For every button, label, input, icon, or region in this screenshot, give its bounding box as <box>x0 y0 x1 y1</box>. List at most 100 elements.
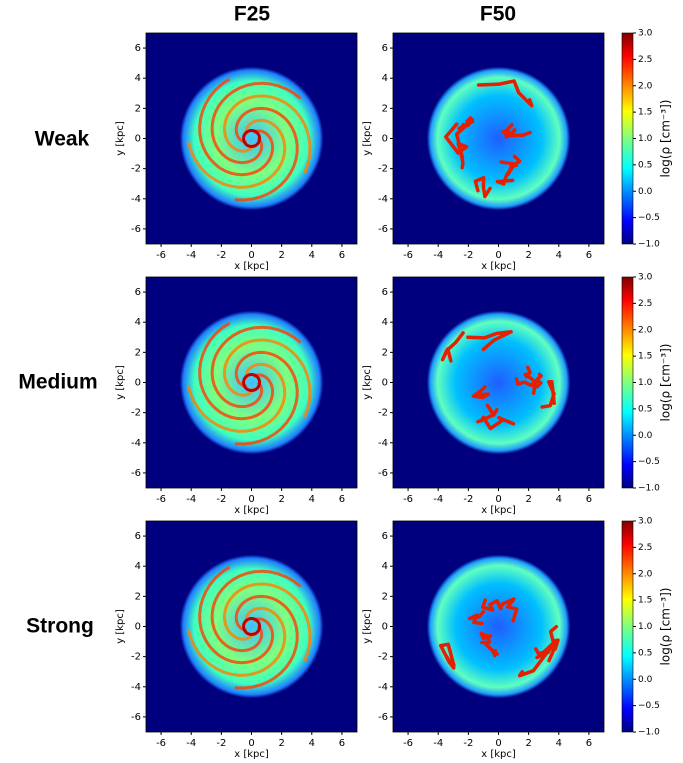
y-tick-label: 6 <box>135 43 141 54</box>
core <box>242 373 262 392</box>
colorbar-tick-label: 2.5 <box>638 299 652 309</box>
x-tick-label: -4 <box>433 250 443 261</box>
filament <box>476 403 499 424</box>
x-tick-label: -4 <box>433 494 443 505</box>
filament <box>481 598 503 612</box>
filament <box>499 154 522 177</box>
core <box>242 617 262 636</box>
y-tick-label: -6 <box>131 468 141 479</box>
filament <box>444 122 469 160</box>
y-tick-label: -2 <box>378 164 388 175</box>
y-tick-label: -2 <box>131 652 141 663</box>
filament <box>540 380 556 409</box>
x-tick-label: 2 <box>278 250 284 261</box>
x-tick-label: -6 <box>156 494 166 505</box>
x-tick-label: 6 <box>339 738 345 749</box>
column-title: F25 <box>234 3 271 26</box>
colorbar-tick-label: −0.5 <box>638 701 660 711</box>
filament <box>438 642 456 670</box>
y-tick-label: 0 <box>135 378 141 389</box>
y-tick-label: 4 <box>135 561 141 572</box>
x-tick-label: 6 <box>339 494 345 505</box>
row-label: Weak <box>35 128 90 151</box>
x-tick-label: 6 <box>586 494 592 505</box>
colorbar-tick-label: −0.5 <box>638 213 660 223</box>
x-axis-label: x [kpc] <box>234 505 269 516</box>
filament <box>467 609 486 626</box>
y-axis-label: y [kpc] <box>115 609 126 644</box>
colorbar-tick-label: 1.0 <box>638 134 653 144</box>
y-tick-label: 2 <box>135 591 141 602</box>
filament <box>466 330 513 352</box>
row-label: Strong <box>26 615 94 638</box>
x-tick-label: 0 <box>248 494 254 505</box>
filament <box>222 94 312 174</box>
y-tick-label: -6 <box>131 224 141 235</box>
x-tick-label: -6 <box>156 738 166 749</box>
colorbar-tick-label: −1.0 <box>638 728 660 738</box>
y-axis-label: y [kpc] <box>115 121 126 156</box>
y-tick-label: 6 <box>135 531 141 542</box>
y-tick-label: 4 <box>382 73 388 84</box>
y-tick-label: -4 <box>378 682 388 693</box>
x-tick-label: 6 <box>586 250 592 261</box>
x-tick-label: 0 <box>495 250 501 261</box>
x-axis-label: x [kpc] <box>481 749 516 760</box>
filament <box>222 338 312 418</box>
colorbar-tick-label: 2.5 <box>638 55 652 65</box>
y-tick-label: -4 <box>131 682 141 693</box>
filament <box>234 350 299 446</box>
colorbar-tick-label: −0.5 <box>638 457 660 467</box>
y-tick-label: 2 <box>382 591 388 602</box>
colorbar-label: log(ρ [cm⁻³]) <box>659 100 673 178</box>
y-tick-label: 0 <box>382 134 388 145</box>
y-tick-label: 4 <box>135 317 141 328</box>
y-axis-label: y [kpc] <box>115 365 126 400</box>
x-tick-label: 2 <box>278 738 284 749</box>
x-tick-label: 4 <box>556 494 562 505</box>
y-tick-label: 6 <box>382 531 388 542</box>
colorbar <box>621 276 634 489</box>
colorbar-tick-label: 1.5 <box>638 352 652 362</box>
y-tick-label: 0 <box>382 622 388 633</box>
colorbar-label: log(ρ [cm⁻³]) <box>659 588 673 666</box>
filament <box>523 365 535 382</box>
x-tick-label: 2 <box>278 494 284 505</box>
y-tick-label: -4 <box>378 194 388 205</box>
colorbar-tick-label: 2.5 <box>638 543 652 553</box>
y-tick-label: 4 <box>382 317 388 328</box>
y-axis-label: y [kpc] <box>362 365 373 400</box>
filament <box>440 331 465 363</box>
colorbar-tick-label: 0.5 <box>638 648 652 658</box>
x-tick-label: -2 <box>216 494 226 505</box>
y-tick-label: 2 <box>382 103 388 114</box>
y-tick-label: -6 <box>378 224 388 235</box>
x-tick-label: -6 <box>403 494 413 505</box>
filament <box>534 642 556 660</box>
x-tick-label: -6 <box>156 250 166 261</box>
filament <box>484 642 499 658</box>
x-axis-label: x [kpc] <box>234 261 269 272</box>
filament <box>501 122 517 138</box>
x-axis-label: x [kpc] <box>481 505 516 516</box>
filament <box>186 118 287 189</box>
colorbar-tick-label: 0.0 <box>638 675 653 685</box>
x-tick-label: 2 <box>525 250 531 261</box>
x-tick-label: 4 <box>309 250 315 261</box>
y-tick-label: -6 <box>378 468 388 479</box>
y-tick-label: 6 <box>382 287 388 298</box>
colorbar-tick-label: 1.0 <box>638 622 653 632</box>
y-tick-label: 0 <box>135 134 141 145</box>
filament <box>234 106 299 202</box>
colorbar-tick-label: 1.0 <box>638 378 653 388</box>
density-disc <box>426 310 571 455</box>
y-tick-label: 4 <box>382 561 388 572</box>
x-tick-label: 4 <box>309 738 315 749</box>
x-axis-label: x [kpc] <box>481 261 516 272</box>
core <box>242 129 262 148</box>
x-tick-label: 4 <box>309 494 315 505</box>
y-tick-label: -6 <box>131 712 141 723</box>
density-disc <box>426 66 571 211</box>
filament <box>222 582 312 662</box>
colorbar-tick-label: 2.0 <box>638 81 653 91</box>
